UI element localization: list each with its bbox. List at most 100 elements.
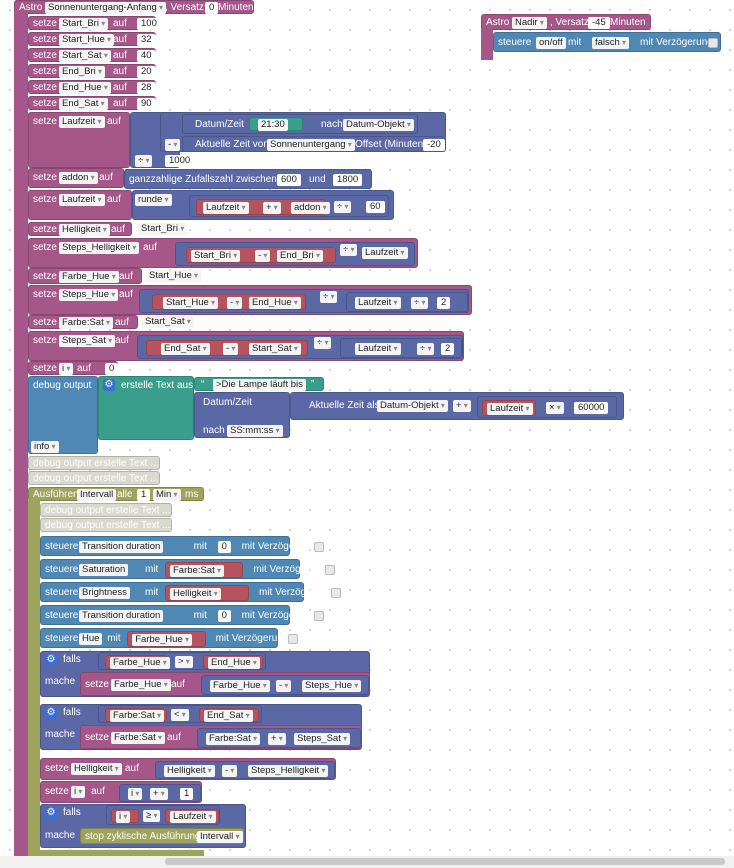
control-value-dropdown[interactable]: Helligkeit — [170, 588, 221, 600]
random-min[interactable]: 600 — [277, 174, 301, 186]
astro2-control-block[interactable]: steuere on/off mit falsch mit Verzögerun… — [493, 32, 721, 52]
divisor-input[interactable]: 2 — [441, 343, 455, 355]
farbe-hue-value-dropdown[interactable]: Start_Hue — [146, 270, 202, 282]
astro-nadir-block[interactable]: Astro Nadir , Versatz -45 Minuten — [481, 14, 651, 30]
var-a[interactable]: Helligkeit — [164, 765, 215, 777]
compare-operator[interactable]: < — [171, 709, 189, 721]
var-dropdown[interactable]: Start_Sat — [59, 50, 111, 62]
minus-block[interactable]: Helligkeit - Steps_Helligkeit — [155, 761, 335, 779]
plus-block[interactable]: Farbe:Sat + Steps_Sat — [197, 728, 361, 748]
var-dropdown[interactable]: Laufzeit — [59, 194, 105, 206]
scrollbar-thumb[interactable] — [165, 858, 725, 865]
text-literal-block[interactable]: “ >Die Lampe läuft bis ” — [194, 377, 324, 391]
astro-event-dropdown[interactable]: Sonnenuntergang-Anfang — [45, 2, 167, 14]
round-dropdown[interactable]: runde — [135, 194, 172, 206]
var-a[interactable]: Start_Bri — [191, 250, 241, 262]
var-b[interactable]: Steps_Hue — [302, 680, 362, 692]
var-a[interactable]: Laufzeit — [203, 202, 249, 214]
minus-operator[interactable]: - — [227, 297, 243, 309]
divide-block[interactable]: End_Sat - Start_Sat ÷ Laufzeit ÷ 2 — [137, 335, 463, 359]
set-block[interactable]: setze Farbe:Sat auf Farbe:Sat + Steps_Sa… — [80, 725, 362, 749]
var-c[interactable]: Laufzeit — [355, 343, 401, 355]
format-dropdown[interactable]: SS:mm:ss — [227, 425, 283, 437]
var-dropdown[interactable]: Farbe_Hue — [59, 271, 119, 283]
interval-name-input[interactable]: Intervall — [77, 489, 117, 501]
divisor-input[interactable]: 2 — [437, 297, 451, 309]
astro-offset-input[interactable]: 0 — [205, 2, 219, 14]
compare-operator[interactable]: ≥ — [143, 810, 161, 822]
delay-checkbox[interactable] — [287, 634, 298, 644]
divide-block[interactable]: Start_Bri - End_Bri ÷ Laufzeit — [175, 242, 415, 266]
interval-block[interactable]: Ausführen Intervall alle 1 Min ms — [28, 487, 204, 501]
compare-block[interactable]: Farbe_Hue > End_Hue — [98, 652, 266, 670]
astro2-offset-input[interactable]: -45 — [588, 17, 610, 29]
minus-block[interactable]: Start_Bri - End_Bri — [186, 247, 336, 263]
var-block[interactable]: End_Sat — [199, 708, 259, 722]
debug-level-dropdown[interactable]: info — [31, 441, 59, 453]
control-target[interactable]: Hue — [79, 633, 103, 645]
var-dropdown[interactable]: addon — [59, 172, 98, 184]
var-dropdown[interactable]: Laufzeit — [59, 116, 105, 128]
var-block[interactable]: Laufzeit — [482, 400, 536, 416]
var-dropdown[interactable]: End_Bri — [59, 66, 106, 78]
minus-operator[interactable]: - — [276, 680, 292, 692]
set-steps-sat-block[interactable]: setze Steps_Sat auf End_Sat - Start_Sat … — [28, 331, 464, 361]
event-dropdown[interactable]: Sonnenuntergang — [267, 139, 355, 151]
round-block[interactable]: runde Laufzeit + addon ÷ 60 — [132, 190, 394, 220]
delay-checkbox[interactable] — [313, 611, 324, 621]
divide-operator[interactable]: ÷ — [320, 291, 338, 303]
divide-operator[interactable]: ÷ — [314, 337, 332, 349]
delay-checkbox[interactable] — [325, 565, 336, 575]
var-a[interactable]: i — [116, 811, 131, 823]
set-i-loop-block[interactable]: setze i auf i + 1 — [40, 781, 202, 803]
text-input[interactable]: >Die Lampe läuft bis — [213, 379, 306, 391]
control-target[interactable]: Brightness — [79, 587, 130, 599]
minus-block[interactable]: Start_Hue - End_Hue — [152, 294, 306, 310]
set-i-block[interactable]: setze i auf 0 — [28, 361, 119, 375]
debug-datetime-block[interactable]: Datum/Zeit nach SS:mm:ss — [194, 392, 290, 438]
astro2-control-target[interactable]: on/off — [536, 37, 566, 49]
var-b[interactable]: addon — [291, 202, 330, 214]
helligkeit-value-dropdown[interactable]: Start_Bri — [138, 223, 188, 235]
var-a[interactable]: Farbe_Hue — [110, 657, 170, 669]
var-block[interactable]: Farbe_Hue — [105, 655, 170, 669]
divide-operator[interactable]: ÷ — [334, 201, 352, 213]
compare-operator[interactable]: > — [175, 656, 193, 668]
minus-operator[interactable]: - — [255, 250, 271, 262]
plus-operator[interactable]: + — [268, 733, 286, 745]
divide-inner-block[interactable]: Laufzeit ÷ 2 — [346, 292, 468, 312]
var-block[interactable]: End_Hue — [203, 655, 263, 669]
var-b[interactable]: Steps_Sat — [294, 733, 351, 745]
divide-block[interactable]: Start_Hue - End_Hue ÷ Laufzeit ÷ 2 — [139, 289, 469, 313]
debug-output-block[interactable]: debug output info — [28, 376, 98, 454]
time-text-block[interactable]: 21:30 — [249, 117, 303, 131]
disabled-debug-block-3[interactable]: debug output erstelle Text ... — [40, 503, 172, 517]
var-dropdown[interactable]: Steps_Hue — [59, 289, 119, 301]
current-time-block[interactable]: Aktuelle Zeit von Sonnenuntergang Offset… — [182, 136, 445, 152]
var-b[interactable]: Laufzeit — [170, 811, 216, 823]
astro-event-block[interactable]: Astro Sonnenuntergang-Anfang , Versatz 0… — [14, 0, 254, 14]
gear-icon[interactable]: ⚙ — [45, 707, 57, 719]
var-b[interactable]: End_Sat — [204, 710, 253, 722]
control-value-dropdown[interactable]: Farbe_Hue — [132, 634, 192, 646]
set-block[interactable]: setze Farbe_Hue auf Farbe_Hue - Steps_Hu… — [80, 672, 370, 696]
datetime-block[interactable]: Datum/Zeit 21:30 nach Datum-Objekt — [182, 114, 418, 134]
var-dropdown[interactable]: Helligkeit — [59, 224, 110, 236]
minus-operator[interactable]: - — [223, 343, 239, 355]
divide-inner-block[interactable]: Laufzeit ÷ 2 — [340, 338, 462, 358]
var-dropdown[interactable]: End_Hue — [59, 82, 111, 94]
set-farbe-hue-block[interactable]: setze Farbe_Hue auf — [28, 268, 142, 284]
set-farbe-sat-block[interactable]: setze Farbe:Sat auf — [28, 315, 138, 329]
var-a[interactable]: i — [128, 788, 143, 800]
set-steps-hue-block[interactable]: setze Steps_Hue auf Start_Hue - End_Hue … — [28, 285, 472, 315]
var-dropdown[interactable]: Start_Hue — [59, 34, 115, 46]
var-c[interactable]: Laufzeit — [362, 247, 408, 259]
interval-value-input[interactable]: 1 — [137, 489, 151, 501]
control-var-block[interactable]: Helligkeit — [165, 585, 249, 601]
var-a[interactable]: Farbe:Sat — [110, 710, 164, 722]
var-c[interactable]: Laufzeit — [355, 297, 401, 309]
plus-block[interactable]: i + 1 — [119, 784, 201, 802]
